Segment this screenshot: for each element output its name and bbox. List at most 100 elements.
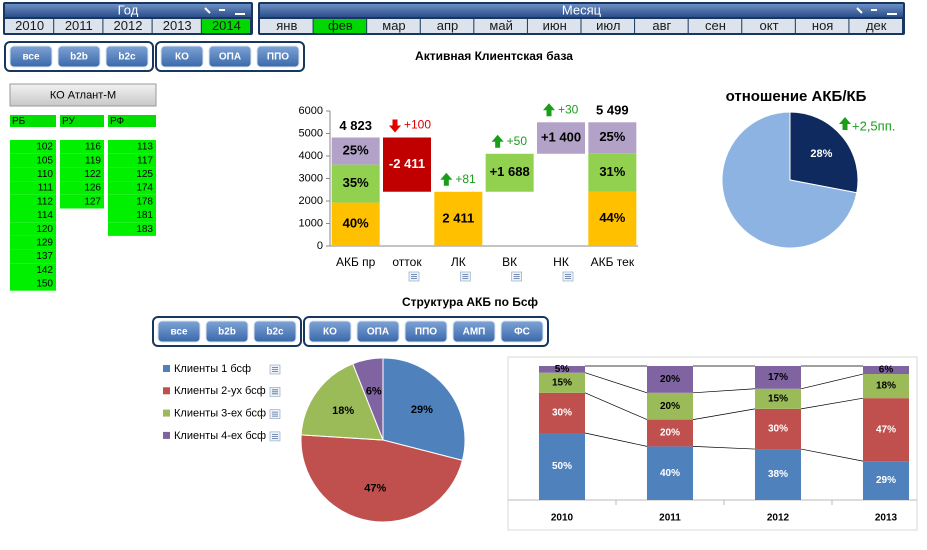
slicer-item-label: 2013: [163, 18, 192, 33]
table-cell[interactable]: [10, 153, 56, 168]
slicer-item[interactable]: [260, 19, 313, 33]
table-cell[interactable]: [10, 208, 56, 223]
slicer-item[interactable]: [313, 19, 367, 33]
table-cell[interactable]: [10, 140, 56, 154]
slicer-item[interactable]: [635, 19, 688, 33]
filter-button[interactable]: [356, 320, 400, 343]
slicer-item[interactable]: [201, 19, 250, 33]
legend-label: Клиенты 4-ех бсф: [174, 430, 266, 442]
filter-button[interactable]: [157, 320, 201, 343]
segment-label: 5%: [555, 364, 570, 375]
table-cell[interactable]: [108, 167, 156, 182]
segment-label: 40%: [343, 216, 369, 231]
filter-button[interactable]: [253, 320, 297, 343]
slicer-item[interactable]: [5, 19, 54, 33]
table-cell[interactable]: [60, 140, 104, 154]
filter-button[interactable]: [500, 320, 544, 343]
segment-label: 29%: [876, 475, 896, 486]
segment-label: 47%: [876, 424, 896, 435]
filter-button[interactable]: [105, 45, 149, 68]
filter-button[interactable]: [205, 320, 249, 343]
filter-button-label: АМП: [463, 327, 486, 338]
table-cell[interactable]: [10, 181, 56, 195]
table-cell[interactable]: [10, 249, 56, 264]
filter-button-label: ФС: [514, 327, 530, 338]
legend-label: Клиенты 2-ух бсф: [174, 385, 266, 397]
change-arrow: [543, 103, 555, 117]
list-icon-lines: [272, 411, 278, 417]
series-connector: [692, 408, 756, 420]
filter-button[interactable]: [57, 45, 101, 68]
company-button[interactable]: [9, 83, 157, 107]
slicer-item[interactable]: [474, 19, 527, 33]
slicer-item[interactable]: [688, 19, 742, 33]
table-code: 122: [84, 169, 101, 180]
table-cell[interactable]: [10, 222, 56, 236]
table-cell[interactable]: [60, 167, 104, 182]
table-code: 183: [136, 224, 153, 235]
slicer-item[interactable]: [54, 19, 103, 33]
segment-label: 6%: [879, 365, 894, 376]
pie-slice: [352, 357, 384, 441]
value-label: +1 688: [490, 164, 530, 179]
table-code: 137: [36, 251, 53, 262]
table-code: 112: [37, 196, 53, 207]
filter-button-label: b2c: [266, 327, 284, 338]
slicer-item[interactable]: [581, 19, 635, 33]
bar-segment: [331, 202, 380, 246]
filter-button[interactable]: [308, 320, 352, 343]
table-cell[interactable]: [108, 208, 156, 223]
table-cell[interactable]: [108, 194, 156, 209]
segment-label: 30%: [552, 408, 572, 419]
table-cell[interactable]: [10, 194, 56, 209]
annotation-arrow: [839, 117, 851, 130]
segment-label: 20%: [660, 374, 680, 385]
filter-button[interactable]: [256, 45, 300, 68]
filter-button-label: b2b: [70, 52, 88, 63]
table-cell[interactable]: [108, 140, 156, 154]
table-cell[interactable]: [10, 263, 56, 277]
table-cell[interactable]: [10, 277, 56, 291]
pie-slice: [789, 111, 859, 194]
pie-slice: [721, 111, 858, 249]
table-cell[interactable]: [108, 181, 156, 195]
slicer-item[interactable]: [367, 19, 420, 33]
annotation: +2,5пп.: [852, 118, 895, 133]
slice-label: 28%: [810, 148, 832, 160]
table-cell[interactable]: [108, 222, 156, 236]
filter-button[interactable]: [9, 45, 53, 68]
x-tick-label: АКБ пр: [336, 255, 376, 269]
bar-segment: [863, 366, 909, 375]
table-cell[interactable]: [10, 235, 56, 250]
table-cell[interactable]: [60, 181, 104, 195]
table-cell[interactable]: [60, 194, 104, 209]
list-icon-lines: [272, 367, 278, 372]
slicer-item[interactable]: [152, 19, 201, 33]
slicer-item-label: мар: [382, 18, 405, 33]
slicer-item-label: апр: [437, 18, 459, 33]
slicer-item[interactable]: [527, 19, 581, 33]
change-arrow: [491, 134, 504, 148]
filter-button[interactable]: [160, 45, 204, 68]
segment-label: 35%: [343, 175, 369, 190]
slicer-item-label: июн: [543, 18, 567, 33]
slice-label: 47%: [364, 483, 386, 495]
table-cell[interactable]: [10, 167, 56, 182]
x-tick-label: 2010: [551, 513, 574, 524]
change-label: +100: [404, 118, 431, 132]
bar-segment: [539, 366, 585, 373]
slicer-item[interactable]: [103, 19, 152, 33]
table-cell[interactable]: [108, 153, 156, 168]
segment-label: 20%: [660, 401, 680, 412]
slicer-item[interactable]: [795, 19, 849, 33]
filter-button[interactable]: [452, 320, 496, 343]
slicer-icons: [856, 7, 897, 15]
slicer-item-label: окт: [760, 18, 779, 33]
table-cell[interactable]: [60, 153, 104, 168]
slicer-item[interactable]: [420, 19, 474, 33]
filter-button[interactable]: [404, 320, 448, 343]
slicer-item[interactable]: [742, 19, 795, 33]
value-label: 5 499: [596, 103, 629, 118]
slicer-item[interactable]: [849, 19, 902, 33]
filter-button[interactable]: [208, 45, 252, 68]
